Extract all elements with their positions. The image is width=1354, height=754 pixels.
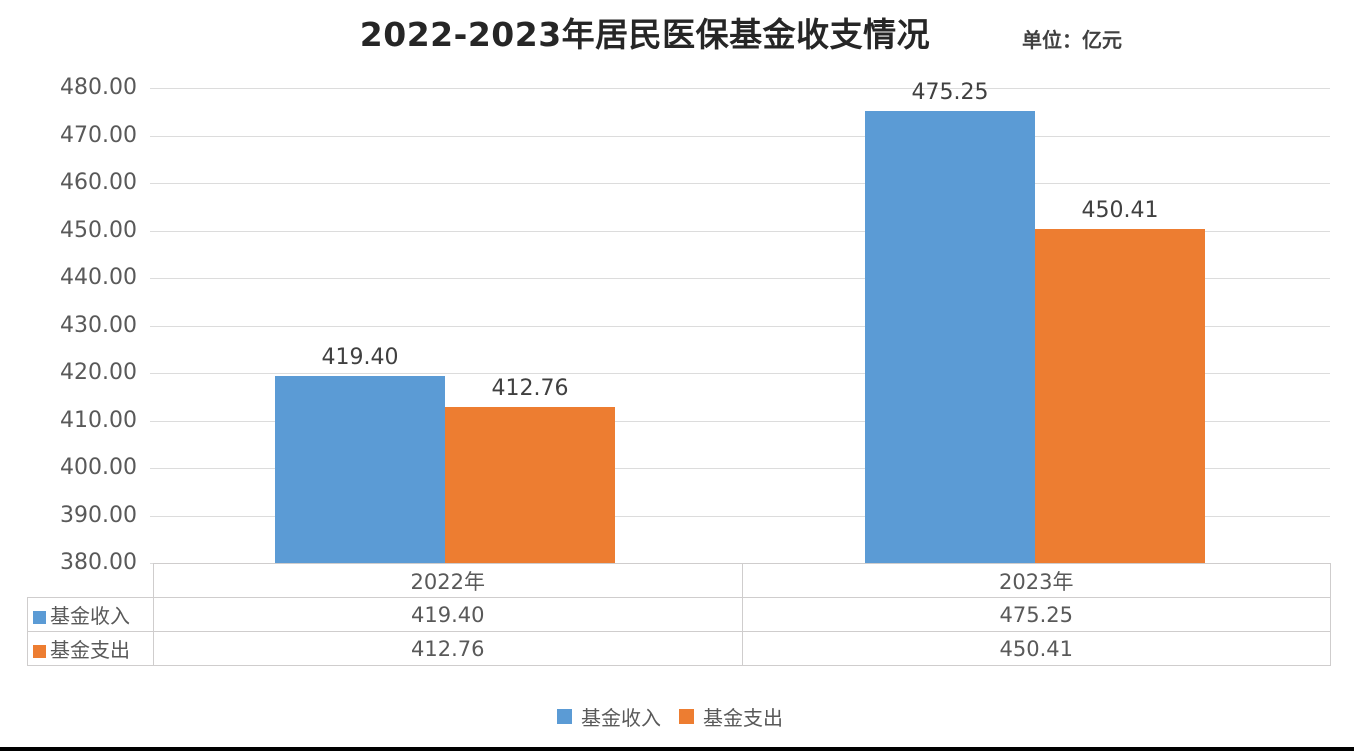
series-color-swatch-icon [33,611,46,624]
series-color-swatch-icon [33,645,46,658]
legend-item-基金支出: 基金支出 [679,702,783,731]
y-tick-label: 470.00 [60,122,137,148]
bar-value-label: 475.25 [911,79,989,105]
legend-label: 基金支出 [703,706,783,730]
y-tick-label: 380.00 [60,550,137,575]
bar-value-label: 419.40 [321,344,399,370]
y-tick-label: 450.00 [60,217,137,243]
y-tick-label: 440.00 [60,265,137,290]
table-value-cell: 419.40 [153,597,743,632]
gridline [150,325,1330,327]
y-tick-label: 390.00 [60,502,137,528]
gridline [150,420,1330,422]
unit-label: 单位：亿元 [1022,28,1122,52]
plot-area: 419.40 412.76 475.25 450.41 [150,80,1330,564]
y-tick-label: 420.00 [60,360,137,385]
y-tick-label: 400.00 [60,455,137,480]
table-corner-cell [28,564,154,598]
gridline [150,230,1330,232]
y-tick-label: 480.00 [60,75,137,100]
y-tick-label: 430.00 [60,312,137,338]
bar-基金支出-2022年 [445,407,615,563]
data-table: 2022年 2023年 基金收入 419.40 475.25 基金支出 412.76 450.… [27,563,1331,666]
legend-swatch-icon [679,709,694,724]
y-tick-label: 460.00 [60,170,137,195]
table-category-header: 2023年 [741,563,1331,598]
bottom-rule [0,747,1354,751]
gridline [150,468,1330,469]
bar-基金收入-2023年 [865,110,1035,563]
y-tick-label: 410.00 [60,407,137,433]
gridline [150,183,1330,184]
table-value-cell: 450.41 [741,631,1331,666]
gridline [150,278,1330,279]
chart-title: 2022-2023年居民医保基金收支情况 [359,15,931,54]
table-value-cell: 412.76 [153,631,743,666]
gridline [150,515,1330,517]
table-series-label: 基金支出 [27,631,154,666]
table-row: 基金支出 412.76 450.41 [27,631,1331,666]
gridline [150,135,1330,137]
table-value-cell: 475.25 [741,597,1331,632]
bar-基金收入-2022年 [275,375,445,563]
table-row: 基金收入 419.40 475.25 [27,597,1331,632]
table-series-label: 基金收入 [27,597,154,632]
legend-item-基金收入: 基金收入 [557,702,661,731]
gridline [150,88,1330,89]
gridline [150,373,1330,374]
bar-value-label: 412.76 [491,376,569,402]
legend-swatch-icon [557,709,572,724]
table-category-header: 2022年 [153,563,743,598]
bar-基金支出-2023年 [1035,228,1205,563]
legend-label: 基金收入 [581,706,661,730]
bar-value-label: 450.41 [1081,197,1159,223]
legend: 基金收入 基金支出 [0,702,1340,731]
